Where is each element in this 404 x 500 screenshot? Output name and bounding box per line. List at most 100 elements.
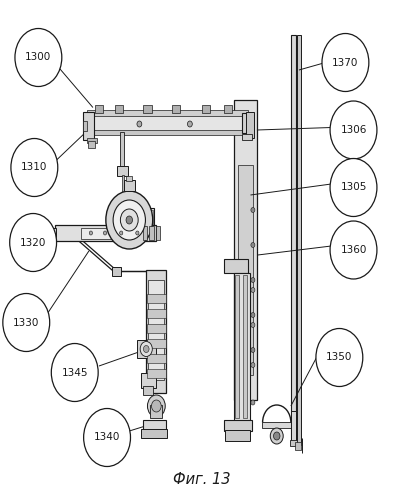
Bar	[147, 324, 166, 332]
Text: 1330: 1330	[13, 318, 40, 328]
Bar	[95, 104, 103, 112]
Bar	[149, 226, 154, 240]
Bar	[143, 386, 153, 395]
Text: 1350: 1350	[326, 352, 353, 362]
Bar	[143, 104, 152, 112]
Bar	[87, 130, 248, 135]
Circle shape	[143, 346, 149, 352]
Circle shape	[322, 34, 369, 92]
Bar	[242, 114, 253, 132]
Bar	[291, 35, 296, 445]
Bar	[83, 121, 87, 131]
Circle shape	[270, 428, 283, 444]
Circle shape	[147, 395, 165, 417]
Circle shape	[113, 200, 145, 240]
Bar	[83, 112, 94, 140]
Text: 1340: 1340	[94, 432, 120, 442]
Bar	[146, 270, 166, 392]
Bar	[141, 372, 156, 388]
Circle shape	[51, 344, 98, 402]
Circle shape	[11, 138, 58, 196]
Circle shape	[251, 288, 255, 292]
Circle shape	[251, 312, 255, 318]
Text: 1360: 1360	[340, 245, 367, 255]
Text: 1305: 1305	[340, 182, 367, 192]
Bar	[172, 104, 180, 112]
Bar	[225, 430, 250, 441]
Circle shape	[251, 322, 255, 328]
Text: 1310: 1310	[21, 162, 48, 172]
Bar	[297, 35, 301, 445]
Bar	[120, 203, 126, 209]
Bar	[120, 132, 124, 168]
Bar	[115, 104, 123, 112]
Circle shape	[187, 121, 192, 127]
Bar	[34, 229, 42, 239]
Bar	[291, 411, 296, 441]
Circle shape	[136, 231, 139, 235]
Circle shape	[126, 216, 133, 224]
Text: Фиг. 13: Фиг. 13	[173, 472, 231, 488]
Circle shape	[3, 294, 50, 352]
Text: 1320: 1320	[20, 238, 46, 248]
Bar	[87, 138, 97, 142]
Bar	[115, 210, 153, 229]
Circle shape	[251, 400, 255, 405]
Bar	[290, 440, 297, 446]
Bar	[224, 104, 232, 112]
Bar	[114, 208, 154, 231]
Bar	[141, 428, 167, 438]
Bar	[87, 110, 248, 116]
Circle shape	[251, 278, 255, 282]
Text: 1306: 1306	[340, 125, 367, 135]
Bar	[122, 175, 124, 205]
Bar	[81, 228, 145, 239]
Text: 1370: 1370	[332, 58, 359, 68]
Bar	[234, 272, 250, 422]
Circle shape	[137, 121, 142, 127]
Circle shape	[120, 231, 123, 235]
Bar	[55, 225, 156, 241]
Circle shape	[251, 208, 255, 212]
Bar	[124, 180, 135, 191]
Bar	[40, 228, 56, 240]
Bar	[117, 166, 128, 176]
Bar	[234, 100, 257, 400]
Circle shape	[152, 400, 161, 412]
Circle shape	[15, 28, 62, 86]
Circle shape	[10, 214, 57, 272]
Circle shape	[251, 348, 255, 352]
Text: 1345: 1345	[61, 368, 88, 378]
Bar	[87, 114, 248, 132]
Bar	[137, 340, 156, 357]
Bar	[262, 422, 292, 428]
Circle shape	[84, 408, 130, 467]
Bar	[148, 280, 164, 380]
Circle shape	[330, 221, 377, 279]
Circle shape	[106, 191, 153, 249]
Bar	[150, 405, 162, 417]
Bar	[243, 275, 247, 418]
Circle shape	[274, 432, 280, 440]
Bar	[246, 112, 254, 138]
Bar	[147, 368, 166, 378]
Bar	[143, 226, 147, 240]
Circle shape	[103, 231, 107, 235]
Bar	[224, 258, 248, 272]
Bar	[147, 294, 166, 302]
Bar	[224, 420, 252, 431]
Bar	[88, 141, 95, 148]
Circle shape	[120, 209, 138, 231]
Bar	[238, 165, 253, 375]
Bar	[295, 442, 301, 450]
Circle shape	[251, 242, 255, 248]
Circle shape	[330, 101, 377, 159]
Bar	[27, 230, 36, 238]
Bar	[126, 176, 132, 181]
Circle shape	[316, 328, 363, 386]
Circle shape	[140, 342, 152, 356]
Circle shape	[330, 158, 377, 216]
Bar	[147, 308, 166, 318]
Circle shape	[89, 231, 93, 235]
Bar	[202, 104, 210, 112]
